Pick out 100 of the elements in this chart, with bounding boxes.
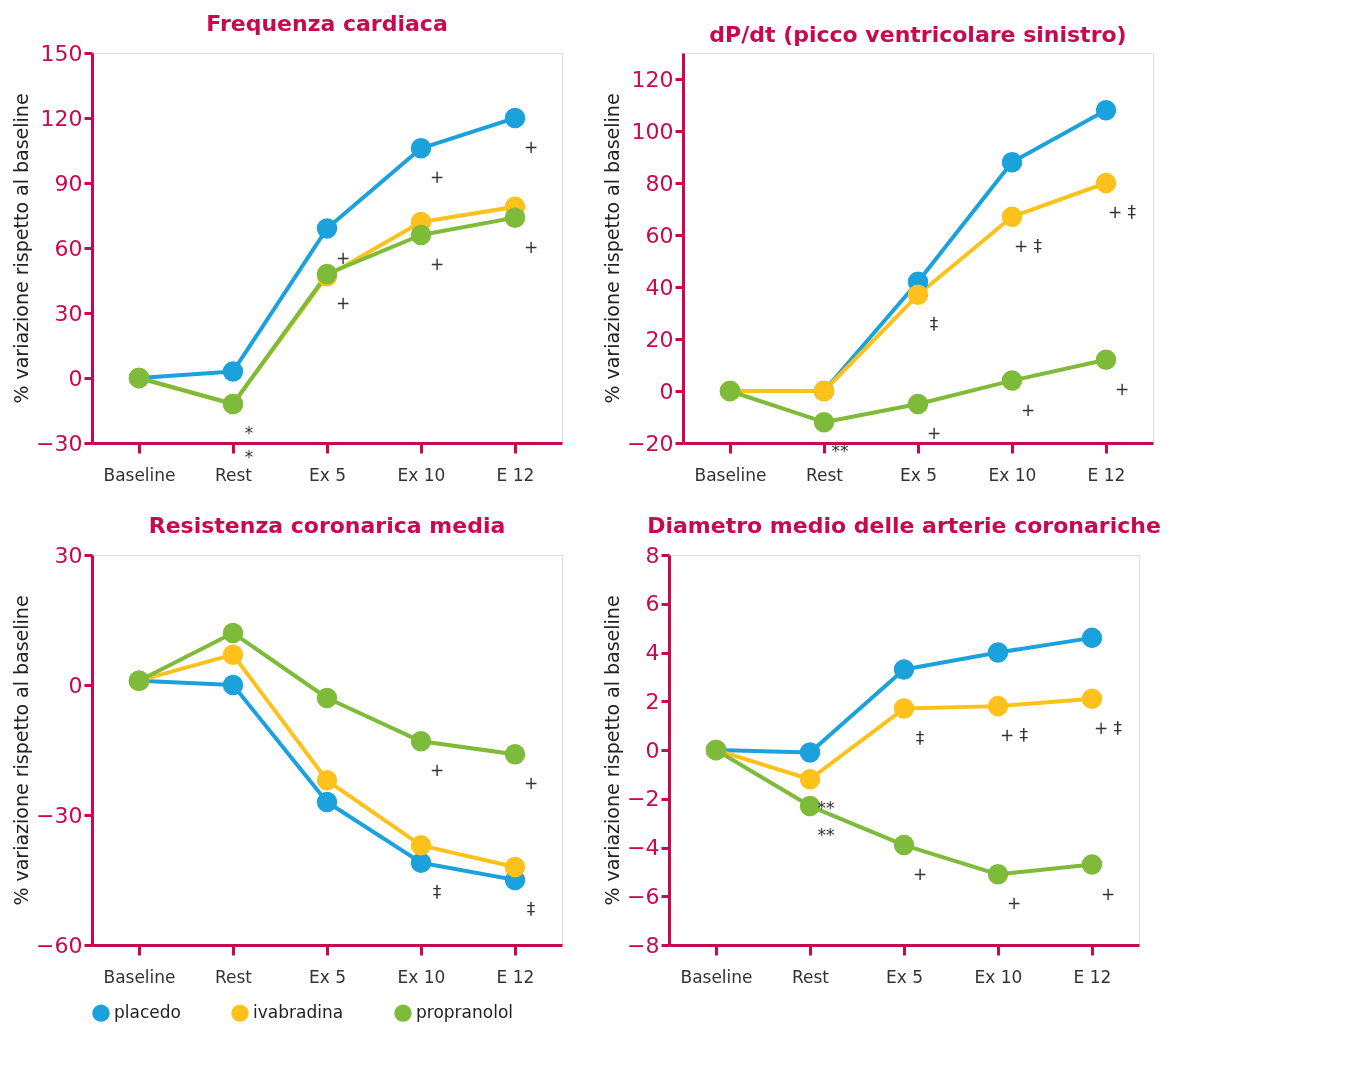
y-axis-title: % variazione rispetto al baseline [601, 93, 624, 404]
annotation: + [335, 293, 351, 313]
point [1081, 854, 1103, 875]
x-tick-label: Ex 10 [397, 966, 446, 987]
y-tick-label: −60 [36, 932, 83, 958]
annotation: ‡ [432, 881, 442, 902]
y-tick-label: 0 [68, 672, 83, 698]
point [987, 695, 1009, 717]
x-tick-label: Rest [791, 966, 830, 987]
point [222, 622, 244, 644]
y-tick-label: 30 [54, 542, 83, 568]
y-tick-label: 100 [631, 118, 674, 144]
x-tick-label: Baseline [680, 966, 753, 987]
y-tick-label: −30 [36, 802, 83, 828]
y-axis-title: % variazione rispetto al baseline [601, 595, 624, 906]
chart-title: Resistenza coronarica media [148, 513, 506, 538]
annotation: + [523, 236, 539, 257]
chart-title: Diametro medio delle arterie coronariche [647, 513, 1161, 538]
legend-label: propranolol [416, 1002, 514, 1023]
legend-label: placedo [114, 1002, 181, 1023]
y-tick-label: 6 [645, 591, 660, 617]
x-tick-label: Baseline [103, 966, 176, 987]
y-tick-label: 90 [54, 170, 83, 196]
point [907, 393, 929, 415]
point [222, 644, 244, 665]
legend-label: ivabradina [253, 1002, 344, 1023]
y-tick-label: −30 [36, 430, 83, 456]
point [893, 834, 915, 856]
point [1081, 627, 1103, 649]
point [504, 744, 526, 765]
x-tick-label: E 12 [496, 966, 535, 987]
annotation: + ‡ [1093, 717, 1123, 738]
point [893, 698, 915, 719]
point [410, 731, 432, 752]
y-tick-label: 80 [645, 170, 674, 196]
point [316, 218, 338, 239]
y-tick-label: 150 [40, 40, 83, 66]
point [1095, 349, 1117, 371]
point [987, 864, 1009, 885]
x-tick-label: E 12 [1087, 464, 1126, 485]
point [222, 674, 244, 696]
point [1081, 688, 1103, 710]
point [907, 284, 929, 306]
point [410, 138, 432, 159]
point [504, 207, 526, 228]
point [987, 642, 1009, 663]
annotation: + [523, 773, 539, 794]
y-tick-label: −6 [627, 883, 660, 909]
point [316, 770, 338, 791]
annotation: + [926, 423, 942, 443]
annotation: ** [817, 825, 835, 846]
point [799, 769, 821, 790]
annotation: + [335, 247, 351, 268]
y-tick-label: 20 [645, 326, 674, 352]
y-tick-label: 120 [631, 66, 674, 92]
annotation: ** [831, 441, 849, 462]
chart-title: dP/dt (picco ventricolare sinistro) [709, 22, 1127, 47]
point [504, 107, 526, 129]
x-tick-label: Rest [805, 464, 844, 485]
annotation: + [1100, 883, 1116, 904]
x-tick-label: E 12 [496, 464, 535, 485]
x-tick-label: Ex 5 [885, 966, 924, 987]
y-tick-label: −4 [627, 835, 660, 860]
y-tick-label: 0 [645, 737, 660, 763]
y-tick-label: 60 [54, 235, 83, 261]
x-tick-label: Rest [214, 966, 253, 987]
point [1095, 172, 1117, 194]
point [1001, 151, 1023, 173]
point [316, 791, 338, 813]
x-tick-label: Ex 5 [899, 464, 938, 485]
point [1001, 370, 1023, 391]
x-tick-label: Ex 5 [308, 966, 347, 987]
point [893, 659, 915, 680]
x-tick-label: Ex 10 [988, 464, 1037, 485]
annotation: + [1020, 399, 1036, 420]
annotation: * [244, 423, 254, 443]
x-tick-label: Ex 5 [308, 464, 347, 485]
chart-title: Frequenza cardiaca [206, 11, 448, 36]
y-tick-label: −20 [627, 430, 674, 456]
annotation: ‡ [526, 899, 536, 919]
y-tick-label: 60 [645, 222, 674, 248]
point [410, 224, 432, 246]
annotation: + ‡ [999, 725, 1029, 746]
annotation: ‡ [915, 727, 925, 748]
y-tick-label: −2 [627, 786, 660, 812]
point [504, 856, 526, 878]
y-tick-label: −8 [627, 932, 660, 958]
x-tick-label: Ex 10 [397, 464, 446, 485]
point [222, 361, 244, 382]
x-tick-label: Ex 10 [974, 966, 1023, 987]
point [316, 687, 338, 709]
y-tick-label: 2 [645, 688, 660, 714]
x-tick-label: Rest [214, 464, 253, 485]
y-axis-title: % variazione rispetto al baseline [10, 595, 33, 906]
annotation: ‡ [929, 313, 939, 334]
annotation: + [429, 760, 445, 781]
y-tick-label: 0 [659, 378, 674, 404]
point [410, 852, 432, 873]
y-tick-label: 8 [645, 542, 660, 568]
x-tick-label: Baseline [694, 464, 767, 485]
